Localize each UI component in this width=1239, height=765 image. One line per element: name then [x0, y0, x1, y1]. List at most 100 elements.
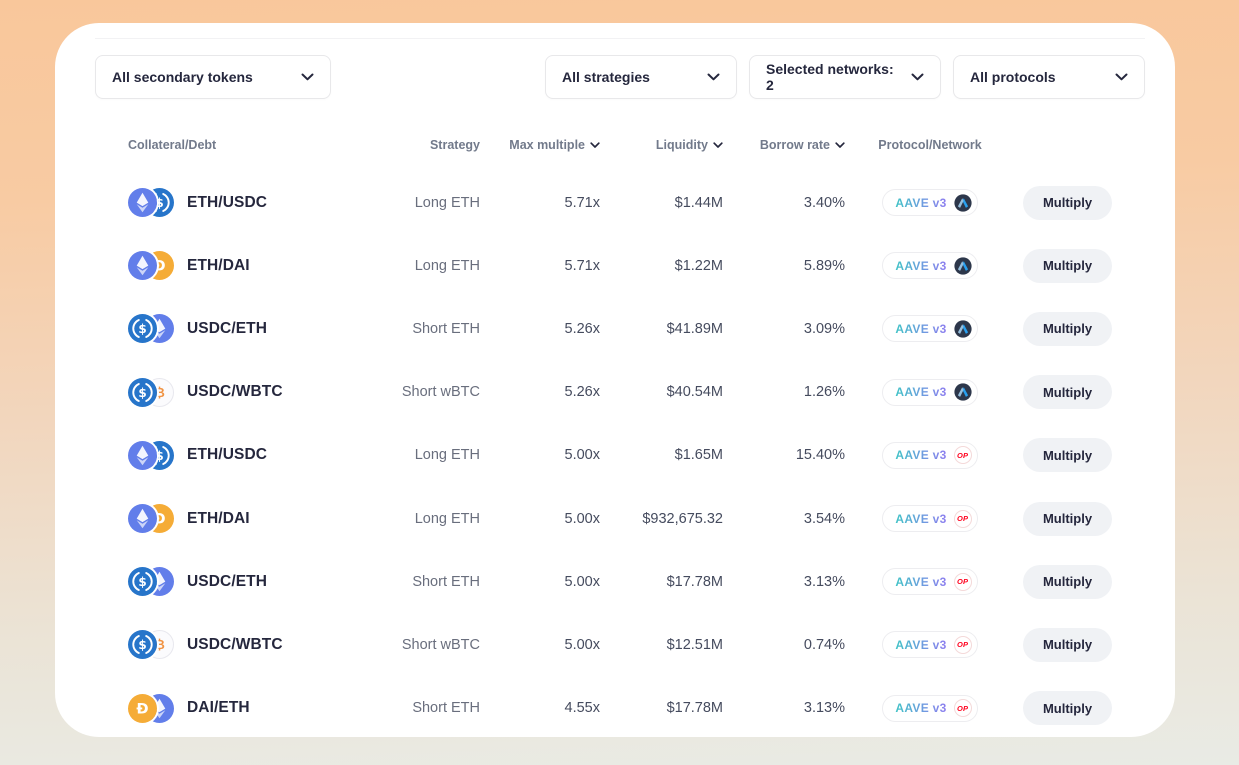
action-cell: Multiply — [1015, 691, 1145, 726]
protocol-label: AAVE v3 — [895, 385, 947, 400]
strategy-cell: Short ETH — [412, 320, 480, 337]
header-liquidity-label: Liquidity — [655, 138, 708, 152]
usdc-token-icon: $ — [128, 567, 157, 597]
header-protocol-network: Protocol/Network — [878, 138, 982, 152]
protocol-badge[interactable]: AAVE v3 OP — [882, 568, 978, 596]
protocol-badge[interactable]: AAVE v3 — [882, 252, 978, 280]
chevron-down-icon — [911, 73, 924, 81]
token-pair-icons: Đ — [128, 251, 174, 281]
action-cell: Multiply — [1015, 248, 1145, 283]
pair-label: USDC/ETH — [187, 572, 268, 590]
pair-cell: $ ₿ USDC/WBTC — [95, 630, 390, 660]
pair-cell: $ ETH/USDC — [95, 188, 390, 218]
multiply-button[interactable]: Multiply — [1023, 375, 1112, 410]
secondary-tokens-dropdown[interactable]: All secondary tokens — [95, 55, 331, 99]
protocol-badge[interactable]: AAVE v3 OP — [882, 694, 978, 722]
token-pair-icons: Đ — [128, 693, 174, 723]
table-body: $ ETH/USDC Long ETH 5.71x $1.44M 3.40% A… — [95, 171, 1145, 740]
protocol-label: AAVE v3 — [895, 258, 947, 273]
header-liquidity[interactable]: Liquidity — [600, 138, 723, 152]
protocol-label: AAVE v3 — [895, 448, 947, 463]
action-cell: Multiply — [1015, 185, 1145, 220]
strategy-cell: Short ETH — [412, 573, 480, 590]
protocol-badge[interactable]: AAVE v3 — [882, 315, 978, 343]
max-multiple-cell: 5.00x — [564, 573, 600, 590]
pair-label: USDC/ETH — [187, 319, 268, 337]
svg-text:$: $ — [138, 575, 146, 589]
table-row: $ ETH/USDC Long ETH 5.00x $1.65M 15.40% … — [95, 424, 1145, 487]
strategies-dropdown-label: All strategies — [562, 69, 650, 85]
pair-cell: Đ DAI/ETH — [95, 693, 390, 723]
strategy-cell: Long ETH — [414, 257, 480, 274]
multiply-button[interactable]: Multiply — [1023, 564, 1112, 599]
borrow-rate-cell: 3.13% — [803, 573, 845, 590]
pair-cell: $ ETH/USDC — [95, 440, 390, 470]
usdc-token-icon: $ — [128, 314, 157, 344]
networks-dropdown[interactable]: Selected networks: 2 — [749, 55, 941, 99]
top-divider — [95, 38, 1145, 39]
table-row: $ USDC/ETH Short ETH 5.26x $41.89M 3.09%… — [95, 297, 1145, 360]
protocol-badge[interactable]: AAVE v3 — [882, 378, 978, 406]
liquidity-cell: $41.89M — [666, 320, 723, 337]
max-multiple-cell: 4.55x — [564, 700, 600, 717]
optimism-network-icon: OP — [953, 635, 972, 654]
header-borrow-rate[interactable]: Borrow rate — [723, 138, 845, 152]
svg-text:₿: ₿ — [154, 386, 165, 401]
action-cell: Multiply — [1015, 501, 1145, 536]
table-row: $ ₿ USDC/WBTC Short wBTC 5.26x $40.54M 1.… — [95, 361, 1145, 424]
multiply-button[interactable]: Multiply — [1023, 185, 1112, 220]
multiply-button[interactable]: Multiply — [1023, 627, 1112, 662]
max-multiple-cell: 5.26x — [564, 384, 600, 401]
svg-text:$: $ — [138, 638, 146, 652]
svg-text:$: $ — [138, 322, 146, 336]
protocol-label: AAVE v3 — [895, 637, 947, 652]
chevron-down-icon — [1115, 73, 1128, 81]
borrow-rate-cell: 3.09% — [803, 320, 845, 337]
pair-cell: $ ₿ USDC/WBTC — [95, 377, 390, 407]
header-max-multiple[interactable]: Max multiple — [480, 138, 600, 152]
multiply-button[interactable]: Multiply — [1023, 311, 1112, 346]
protocol-label: AAVE v3 — [895, 511, 947, 526]
pair-label: ETH/USDC — [187, 193, 268, 211]
eth-token-icon — [128, 504, 157, 534]
pair-label: DAI/ETH — [187, 699, 250, 717]
protocol-cell: AAVE v3 OP — [845, 631, 1015, 659]
multiply-button[interactable]: Multiply — [1023, 438, 1112, 473]
sort-chevron-icon — [590, 142, 600, 148]
sort-chevron-icon — [713, 142, 723, 148]
borrow-rate-cell: 3.13% — [803, 700, 845, 717]
pair-cell: $ USDC/ETH — [95, 314, 390, 344]
max-multiple-cell: 5.26x — [564, 320, 600, 337]
protocols-dropdown-label: All protocols — [970, 69, 1056, 85]
multiply-button[interactable]: Multiply — [1023, 248, 1112, 283]
multiply-button[interactable]: Multiply — [1023, 691, 1112, 726]
pair-cell: Đ ETH/DAI — [95, 504, 390, 534]
optimism-network-icon: OP — [953, 446, 972, 465]
protocols-dropdown[interactable]: All protocols — [953, 55, 1145, 99]
eth-token-icon — [128, 188, 157, 218]
earn-products-card: All secondary tokens All strategies Sele… — [55, 23, 1175, 737]
protocol-cell: AAVE v3 OP — [845, 568, 1015, 596]
strategies-dropdown[interactable]: All strategies — [545, 55, 737, 99]
arbitrum-network-icon — [954, 257, 972, 275]
token-pair-icons: $ ₿ — [128, 377, 174, 407]
protocol-badge[interactable]: AAVE v3 OP — [882, 441, 978, 469]
protocol-badge[interactable]: AAVE v3 OP — [882, 631, 978, 659]
protocol-badge[interactable]: AAVE v3 OP — [882, 505, 978, 533]
multiply-button[interactable]: Multiply — [1023, 501, 1112, 536]
secondary-tokens-dropdown-label: All secondary tokens — [112, 69, 253, 85]
protocol-badge[interactable]: AAVE v3 — [882, 189, 978, 217]
dai-token-icon: Đ — [128, 693, 157, 723]
networks-dropdown-label: Selected networks: 2 — [766, 61, 894, 93]
liquidity-cell: $17.78M — [666, 700, 723, 717]
protocol-cell: AAVE v3 OP — [845, 505, 1015, 533]
arbitrum-network-icon — [954, 320, 972, 338]
eth-token-icon — [128, 440, 157, 470]
pair-label: ETH/DAI — [187, 509, 250, 527]
pair-cell: $ USDC/ETH — [95, 567, 390, 597]
protocol-label: AAVE v3 — [895, 195, 947, 210]
header-strategy: Strategy — [429, 138, 480, 152]
table-row: $ ₿ USDC/WBTC Short wBTC 5.00x $12.51M 0.… — [95, 613, 1145, 676]
strategy-cell: Long ETH — [414, 194, 480, 211]
